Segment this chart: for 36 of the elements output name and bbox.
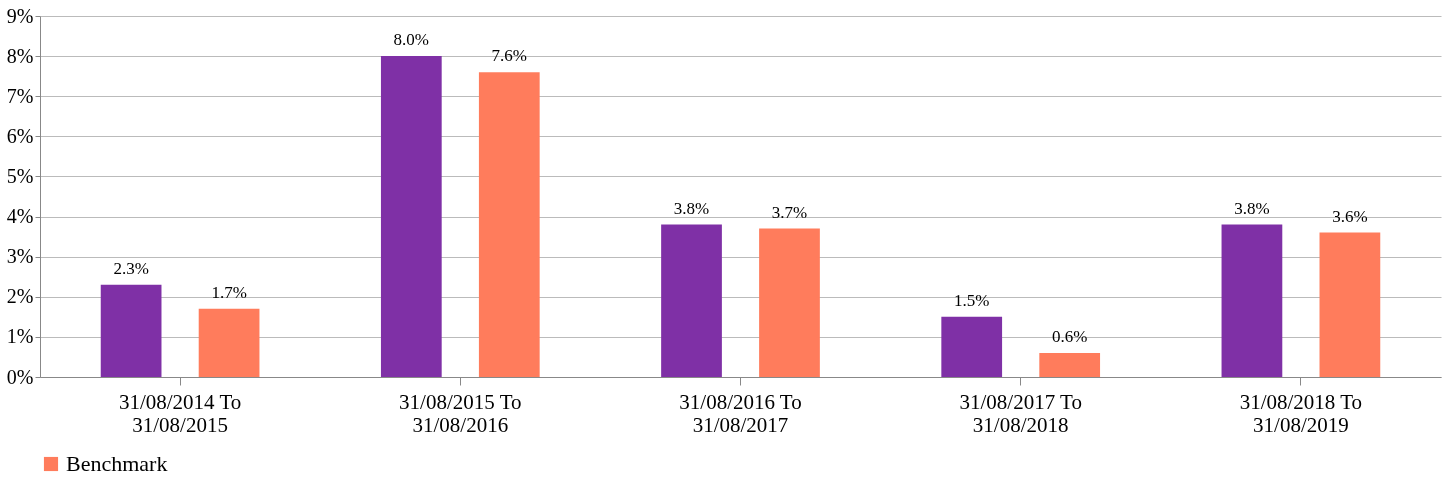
bar xyxy=(759,228,820,377)
y-tick-label: 8% xyxy=(6,44,34,67)
data-label: 2.3% xyxy=(113,258,149,278)
bar xyxy=(380,56,442,377)
legend-label: Benchmark xyxy=(66,451,168,476)
bar xyxy=(198,308,260,377)
data-label: 1.5% xyxy=(954,290,990,310)
bar xyxy=(1221,224,1283,377)
y-tick-label: 9% xyxy=(6,4,34,27)
data-label: 3.7% xyxy=(771,202,808,222)
data-label: 3.8% xyxy=(1234,198,1270,218)
y-tick-label: 2% xyxy=(6,285,34,308)
data-label: 0.6% xyxy=(1051,326,1088,346)
y-tick-label: 6% xyxy=(6,124,34,147)
x-tick-label: 31/08/2018 To 31/08/2019 xyxy=(1239,389,1363,437)
y-tick-label: 3% xyxy=(6,245,34,268)
y-tick-label: 0% xyxy=(6,365,34,388)
y-tick-label: 1% xyxy=(6,325,34,348)
bar xyxy=(1039,352,1101,377)
data-label: 7.6% xyxy=(491,46,527,66)
y-tick-label: 5% xyxy=(6,164,34,187)
bar xyxy=(661,224,722,377)
data-label: 1.7% xyxy=(211,282,247,302)
bar xyxy=(478,72,540,377)
bar xyxy=(1319,232,1381,377)
x-tick-label: 31/08/2015 To 31/08/2016 xyxy=(399,389,522,437)
x-tick-label: 31/08/2017 To 31/08/2018 xyxy=(959,389,1082,437)
data-label: 3.6% xyxy=(1332,206,1368,226)
x-tick-label: 31/08/2014 To 31/08/2015 xyxy=(118,389,242,437)
data-label: 3.8% xyxy=(673,198,710,218)
x-tick-label: 31/08/2016 To 31/08/2017 xyxy=(679,389,802,437)
y-tick-label: 7% xyxy=(6,84,34,107)
bar xyxy=(941,316,1003,377)
bar xyxy=(100,284,162,377)
y-tick-label: 4% xyxy=(6,205,34,228)
data-label: 8.0% xyxy=(393,30,430,50)
